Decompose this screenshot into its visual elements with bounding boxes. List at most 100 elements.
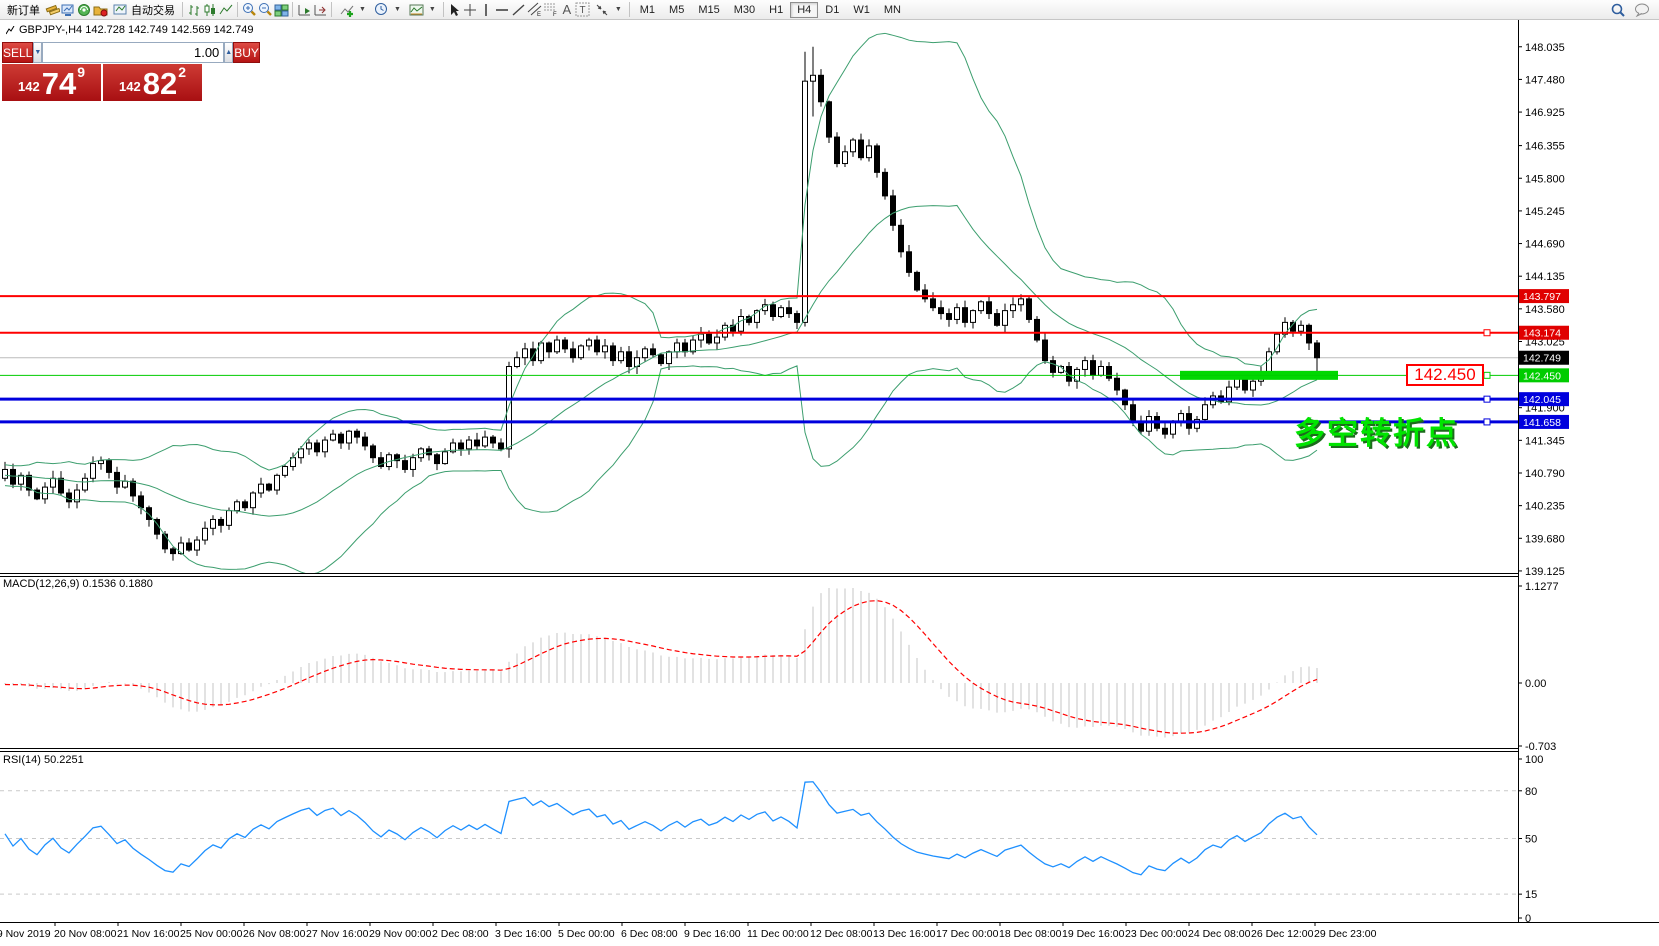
candle-bear <box>562 339 568 350</box>
indicators-button[interactable]: ▼ <box>335 1 370 19</box>
turning-point-annotation[interactable]: 多空转折点 <box>1294 416 1459 451</box>
buy-price-display[interactable]: 142 82 2 <box>103 64 202 101</box>
candle-bull <box>754 310 760 323</box>
rsi-axis-label: 0 <box>1525 913 1531 925</box>
time-tick-label: 26 Dec 12:00 <box>1251 928 1314 940</box>
toolbar-separator <box>331 2 332 17</box>
macd-axis-label: -0.703 <box>1525 741 1556 753</box>
macd-panel <box>4 588 1318 738</box>
timeframe-button-D1[interactable]: D1 <box>825 3 840 16</box>
candle-bull <box>178 542 184 555</box>
svg-text:F: F <box>553 12 557 17</box>
arrows-tool-button[interactable]: ▼ <box>591 1 626 19</box>
text-label-tool-icon[interactable]: T <box>575 2 591 18</box>
timeframe-button-M1[interactable]: M1 <box>639 3 656 16</box>
candle-bear <box>818 74 824 103</box>
equidistant-channel-icon[interactable]: E <box>527 2 543 18</box>
toolbar-separator <box>442 2 444 17</box>
timeframe-button-M5[interactable]: M5 <box>669 3 685 16</box>
candle-bull <box>330 433 336 441</box>
sell-price-display[interactable]: 142 74 9 <box>2 64 101 101</box>
tile-windows-icon[interactable] <box>273 2 289 18</box>
candle-bear <box>10 468 16 485</box>
quotes-icon[interactable] <box>44 2 60 18</box>
vertical-line-icon[interactable] <box>479 2 495 18</box>
history-icon[interactable] <box>92 2 108 18</box>
trendline-icon[interactable] <box>511 2 527 18</box>
candle-bull <box>1298 324 1304 332</box>
line-anchor-handle <box>1483 395 1491 403</box>
candle-bear <box>626 351 632 368</box>
candle-bear <box>1034 318 1040 341</box>
time-tick-label: 9 Dec 16:00 <box>684 928 741 940</box>
zoom-out-icon[interactable] <box>257 2 273 18</box>
fibonacci-icon[interactable]: F <box>543 2 559 18</box>
candle-bull <box>1202 404 1208 420</box>
candle-bear <box>434 454 440 465</box>
market-watch-icon[interactable] <box>60 2 76 18</box>
candlestick-type-icon[interactable] <box>202 2 218 18</box>
candle-bull <box>306 442 312 450</box>
timeframe-button-M15[interactable]: M15 <box>698 3 720 16</box>
candle-bull <box>442 451 448 465</box>
buy-price-main: 82 <box>142 66 178 101</box>
macd-label: MACD(12,26,9) 0.1536 0.1880 <box>3 578 153 590</box>
horizontal-line-icon[interactable] <box>495 2 511 18</box>
candle-bear <box>890 195 896 226</box>
signals-icon[interactable] <box>76 2 92 18</box>
search-icon[interactable] <box>1610 2 1626 18</box>
candle-bull <box>714 336 720 344</box>
text-tool-icon[interactable]: A <box>562 1 572 17</box>
candle-bear <box>66 492 72 503</box>
candle-bear <box>826 101 832 138</box>
volume-increase-button[interactable]: ▲ <box>224 42 234 63</box>
candle-bear <box>218 518 224 526</box>
candle-bull <box>866 145 872 159</box>
toolbar-separator <box>237 2 238 17</box>
new-order-label: 新订单 <box>7 4 40 17</box>
sell-button[interactable]: SELL <box>2 42 34 63</box>
timeframe-button-MN[interactable]: MN <box>883 3 901 16</box>
line-anchor-handle <box>1483 329 1491 337</box>
templates-button[interactable]: ▼ <box>405 1 440 19</box>
new-order-button[interactable]: 新订单 <box>3 1 44 19</box>
candle-bear <box>370 445 376 459</box>
chart-shift-icon[interactable] <box>312 2 328 18</box>
candle-bear <box>26 474 32 491</box>
periods-button[interactable]: ▼ <box>370 1 405 19</box>
buy-button[interactable]: BUY <box>233 42 260 63</box>
price-badge <box>1519 325 1569 340</box>
candle-bull <box>698 333 704 341</box>
candle-bull <box>642 348 648 359</box>
crosshair-icon[interactable] <box>463 2 479 18</box>
timeframe-button-H1[interactable]: H1 <box>769 3 784 16</box>
timeframe-button-M30[interactable]: M30 <box>733 3 756 16</box>
candle-bull <box>1226 386 1232 403</box>
toolbar-separator <box>182 2 183 17</box>
zoom-in-icon[interactable] <box>241 2 257 18</box>
bar-chart-type-icon[interactable] <box>186 2 202 18</box>
candle-bull <box>954 307 960 320</box>
bollinger-middle-band <box>4 204 1318 517</box>
cursor-icon[interactable] <box>447 2 463 18</box>
candle-bull <box>466 439 472 450</box>
candle-bear <box>706 333 712 344</box>
chat-icon[interactable] <box>1634 2 1650 18</box>
candle-bull <box>978 301 984 312</box>
volume-input[interactable] <box>42 42 225 63</box>
candle-bull <box>298 448 304 459</box>
support-price-label-box[interactable]: 142.450 <box>1406 364 1484 386</box>
volume-decrease-button[interactable]: ▼ <box>33 42 43 63</box>
macd-signal-line <box>4 600 1318 734</box>
time-tick-label: 17 Dec 00:00 <box>936 928 999 940</box>
auto-scroll-icon[interactable] <box>296 2 312 18</box>
price-badge <box>1519 350 1569 365</box>
timeframe-button-W1[interactable]: W1 <box>853 3 870 16</box>
candle-bear <box>898 224 904 253</box>
autotrading-button[interactable]: 自动交易 <box>108 1 179 19</box>
time-tick-label: 5 Dec 00:00 <box>558 928 615 940</box>
line-chart-type-icon[interactable] <box>218 2 234 18</box>
timeframe-button-H4[interactable]: H4 <box>790 1 819 18</box>
candle-bear <box>914 271 920 291</box>
